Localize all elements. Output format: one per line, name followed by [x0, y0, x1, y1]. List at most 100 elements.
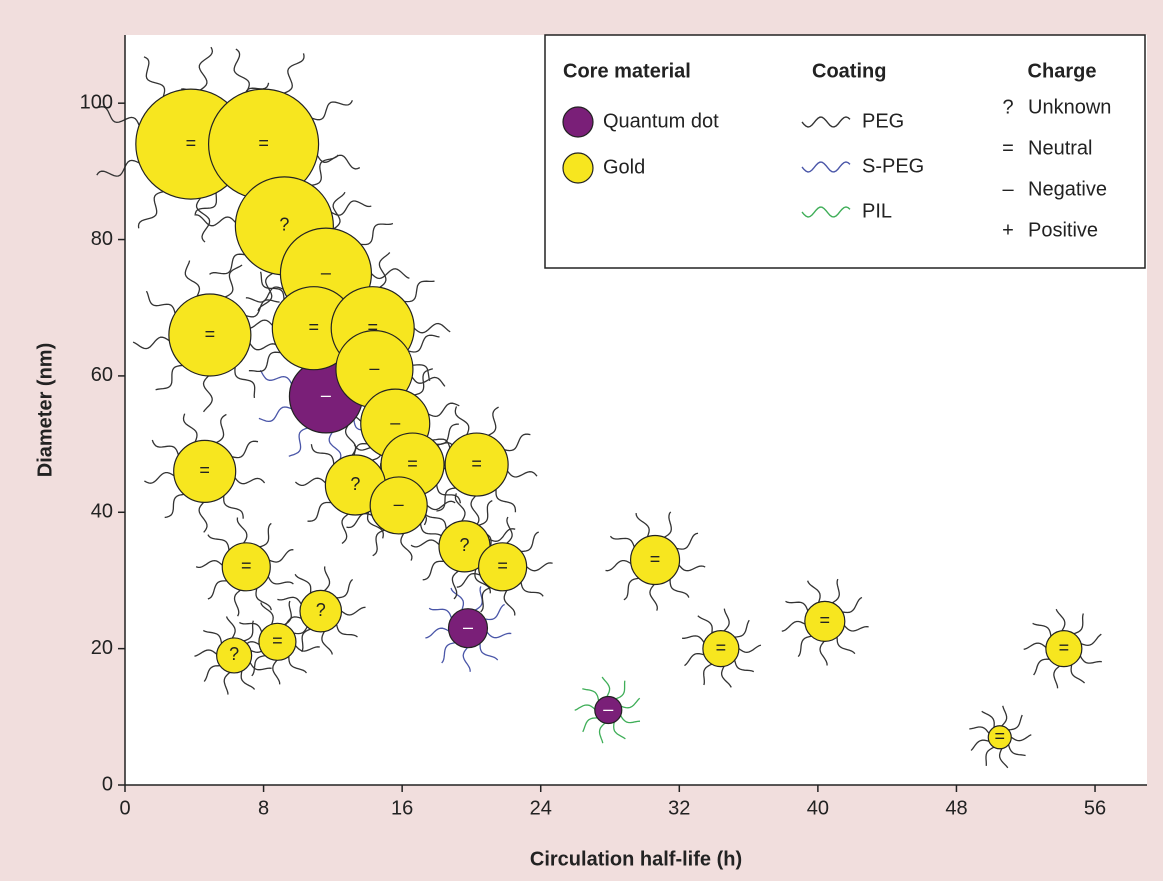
coating-chain — [970, 739, 990, 751]
coating-chain — [998, 748, 1009, 769]
legend-coating-icon — [801, 161, 851, 173]
coating-chain — [283, 53, 305, 94]
coating-chain — [436, 487, 456, 512]
coating-chain — [234, 367, 256, 398]
coating-chain — [605, 559, 632, 572]
legend-label: PIL — [862, 200, 892, 222]
legend-swatch — [562, 106, 594, 138]
coating-chain — [96, 159, 140, 177]
coating-chain — [331, 200, 372, 216]
legend-title: Charge — [1028, 60, 1097, 82]
coating-chain — [504, 433, 531, 452]
coating-chain — [526, 562, 553, 572]
coating-chain — [663, 511, 672, 538]
coating-chain — [969, 726, 990, 734]
coating-chain — [378, 252, 391, 288]
legend: Core material Coating Charge Quantum dot… — [544, 34, 1146, 269]
coating-chain — [137, 191, 164, 229]
coating-chain — [310, 444, 335, 465]
legend-box — [544, 34, 1146, 269]
coating-chain — [520, 531, 539, 553]
coating-chain — [267, 576, 294, 585]
coating-chain — [462, 647, 471, 672]
coating-chain — [311, 100, 353, 121]
charge-label: = — [258, 133, 269, 153]
coating-chain — [422, 560, 444, 581]
coating-chain — [223, 671, 231, 695]
coating-chain — [284, 600, 292, 626]
coating-chain — [669, 579, 690, 598]
coating-chain — [1008, 714, 1023, 731]
charge-label: = — [716, 637, 727, 657]
coating-chain — [623, 577, 639, 601]
legend-charge-symbol: ? — [1002, 96, 1013, 118]
coating-chain — [400, 533, 413, 561]
coating-chain — [316, 154, 361, 170]
legend-label: S-PEG — [862, 155, 924, 177]
coating-chain — [1055, 608, 1066, 632]
coating-chain — [203, 665, 221, 682]
bubble — [447, 608, 489, 649]
coating-chain — [288, 656, 307, 674]
coating-chain — [198, 46, 214, 91]
coating-chain — [255, 588, 272, 611]
coating-chain — [785, 600, 809, 612]
coating-chain — [456, 572, 481, 588]
charge-label: = — [820, 610, 831, 630]
coating-chain — [98, 106, 140, 126]
coating-chain — [486, 631, 512, 639]
coating-chain — [195, 559, 223, 569]
coating-chain — [341, 606, 366, 616]
coating-chain — [734, 619, 750, 638]
coating-chain — [678, 564, 706, 572]
coating-chain — [231, 440, 259, 459]
charge-label: = — [205, 324, 216, 344]
coating-chain — [621, 697, 641, 709]
bubble — [629, 534, 681, 586]
charge-label: – — [321, 385, 331, 405]
coating-chain — [479, 643, 499, 661]
coating-chain — [341, 513, 349, 544]
bubble — [168, 293, 252, 377]
y-tick-label: 20 — [91, 637, 113, 659]
coating-chain — [425, 627, 450, 639]
coating-chain — [1053, 665, 1060, 689]
legend-label: Positive — [1028, 219, 1098, 241]
coating-chain — [1080, 633, 1102, 647]
coating-chain — [301, 628, 311, 653]
charge-label: ? — [316, 600, 326, 620]
coating-chain — [413, 322, 451, 334]
coating-chain — [272, 659, 281, 685]
charge-label: = — [367, 317, 378, 337]
legend-label: Quantum dot — [603, 110, 719, 132]
coating-chain — [236, 517, 248, 544]
legend-title: Core material — [563, 60, 691, 82]
coating-chain — [184, 260, 201, 297]
legend-label: Negative — [1028, 178, 1107, 200]
coating-chain — [294, 573, 312, 594]
coating-chain — [842, 596, 863, 614]
coating-chain — [1007, 744, 1026, 757]
coating-chain — [224, 264, 243, 298]
coating-chain — [488, 406, 499, 436]
coating-chain — [684, 652, 705, 667]
bubble — [478, 542, 528, 592]
y-tick-label: 0 — [102, 773, 113, 795]
legend-coating-icon — [801, 206, 851, 218]
coating-chain — [209, 253, 245, 275]
coating-chain — [441, 642, 456, 664]
coating-chain — [260, 602, 274, 625]
coating-chain — [819, 640, 828, 666]
legend-label: Unknown — [1028, 96, 1111, 118]
coating-chain — [1079, 655, 1102, 664]
charge-label: ? — [350, 474, 360, 494]
coating-chain — [574, 704, 596, 711]
x-tick-label: 8 — [258, 797, 269, 819]
coating-chain — [797, 635, 812, 657]
bubble — [216, 637, 253, 674]
coating-chain — [233, 48, 250, 93]
coating-chain — [1033, 658, 1050, 676]
coating-chain — [615, 680, 626, 700]
x-tick-label: 40 — [807, 797, 829, 819]
charge-label: – — [394, 494, 404, 514]
